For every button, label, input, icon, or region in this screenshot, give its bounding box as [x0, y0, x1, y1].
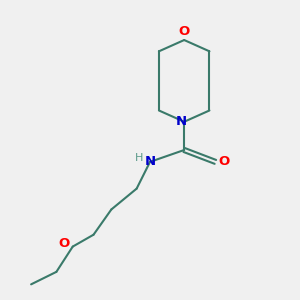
- Text: O: O: [178, 25, 190, 38]
- Text: O: O: [219, 155, 230, 168]
- Text: N: N: [176, 115, 187, 128]
- Text: N: N: [144, 155, 156, 168]
- Text: H: H: [134, 153, 143, 163]
- Text: O: O: [58, 236, 69, 250]
